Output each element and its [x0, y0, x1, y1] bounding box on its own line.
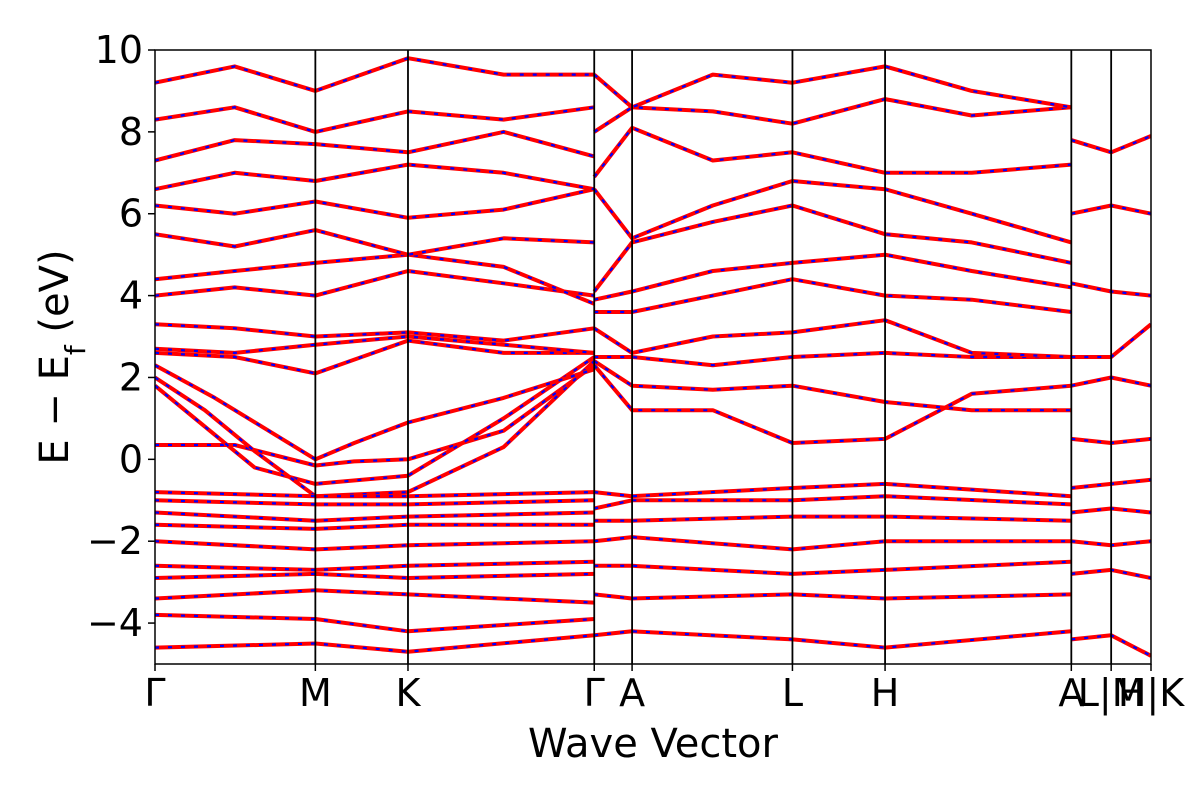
- band-line: [155, 633, 595, 654]
- band-line-overlay: [155, 589, 595, 604]
- band-line: [592, 363, 1072, 445]
- band-line-overlay: [155, 491, 595, 498]
- y-tick-label: −2: [87, 519, 143, 563]
- band-line-overlay: [155, 634, 595, 653]
- high-symmetry-lines: [314, 50, 1113, 664]
- band-line-overlay: [155, 323, 595, 342]
- band-line-overlay: [155, 253, 595, 305]
- band-line: [155, 355, 596, 486]
- band-line: [593, 481, 1072, 499]
- x-tick-label: Γ: [144, 671, 165, 715]
- band-line: [593, 252, 1072, 302]
- y-axis-label-subscript: f: [59, 344, 92, 355]
- x-tick-label: H|K: [1118, 671, 1185, 716]
- y-tick-label: 0: [119, 437, 143, 481]
- band-line-overlay: [155, 57, 595, 93]
- x-tick-label: L: [782, 671, 803, 715]
- y-tick-label: 6: [119, 192, 143, 236]
- band-line: [593, 359, 1072, 413]
- x-tick-label: H: [871, 671, 900, 715]
- x-tick-label: A: [619, 671, 645, 715]
- band-line-overlay: [155, 360, 595, 498]
- y-axis-label-main: E − E: [32, 355, 78, 465]
- band-line-overlay: [155, 339, 595, 375]
- band-line-overlay: [155, 511, 595, 522]
- band-line: [155, 559, 595, 572]
- y-tick-label: −4: [87, 601, 143, 645]
- y-tick-label: 4: [119, 274, 143, 318]
- band-line: [592, 125, 1072, 179]
- band-line: [155, 359, 596, 499]
- band-line-overlay: [155, 130, 595, 162]
- y-axis-label-unit: (eV): [32, 249, 78, 345]
- band-line-overlay: [155, 613, 595, 633]
- band-line-overlay: [593, 495, 1072, 510]
- y-tick-label: 8: [119, 110, 143, 154]
- band-line-overlay: [594, 351, 1072, 367]
- band-line-overlay: [593, 364, 1072, 445]
- band-line-overlay: [155, 560, 595, 572]
- band-line: [593, 494, 1072, 511]
- band-line: [155, 105, 595, 134]
- plot-frame: [154, 49, 1152, 665]
- band-line: [155, 228, 595, 257]
- band-line: [592, 203, 1072, 293]
- band-line: [593, 318, 1072, 359]
- x-tick-label: A: [1058, 671, 1084, 715]
- y-axis-ticks: −4 −2 0 2 4 6 8 10: [87, 28, 155, 645]
- y-axis-label: E − Ef (eV): [32, 249, 92, 464]
- band-line: [594, 559, 1072, 576]
- band-line-overlay: [155, 572, 595, 580]
- x-axis-ticks: Γ M K Γ A L H AL|MH|K: [144, 664, 1185, 716]
- band-line: [593, 535, 1072, 552]
- band-line-overlay: [155, 364, 595, 461]
- band-line-overlay: [155, 163, 595, 191]
- x-tick-label: K: [396, 671, 422, 715]
- x-tick-label: Γ: [584, 671, 605, 715]
- y-tick-label: 2: [119, 355, 143, 399]
- band-line: [155, 588, 595, 605]
- x-tick-label: L|M: [1078, 671, 1145, 716]
- band-line-overlay: [155, 106, 595, 134]
- band-line-overlay: [155, 499, 595, 506]
- band-line: [155, 56, 595, 93]
- band-line-overlay: [593, 65, 1072, 109]
- band-line-overlay: [155, 364, 595, 467]
- band-line: [155, 129, 595, 163]
- band-line-overlay: [155, 523, 595, 531]
- band-line: [155, 363, 596, 468]
- band-line-overlay: [155, 335, 595, 355]
- band-line-overlay: [155, 269, 595, 297]
- x-tick-label: M: [299, 671, 332, 715]
- band-line: [593, 629, 1072, 650]
- band-line-overlay: [155, 356, 595, 486]
- band-line: [593, 97, 1072, 134]
- y-tick-label: 10: [95, 28, 143, 72]
- band-line-overlay: [593, 97, 1072, 133]
- x-axis-label: Wave Vector: [528, 721, 779, 767]
- band-line-overlay: [155, 228, 595, 256]
- band-line: [155, 269, 595, 298]
- band-line-overlay: [155, 540, 595, 551]
- band-line-overlay: [155, 188, 595, 219]
- band-line: [592, 64, 1072, 110]
- band-line-overlay: [593, 319, 1072, 359]
- band-lines: [155, 56, 1151, 658]
